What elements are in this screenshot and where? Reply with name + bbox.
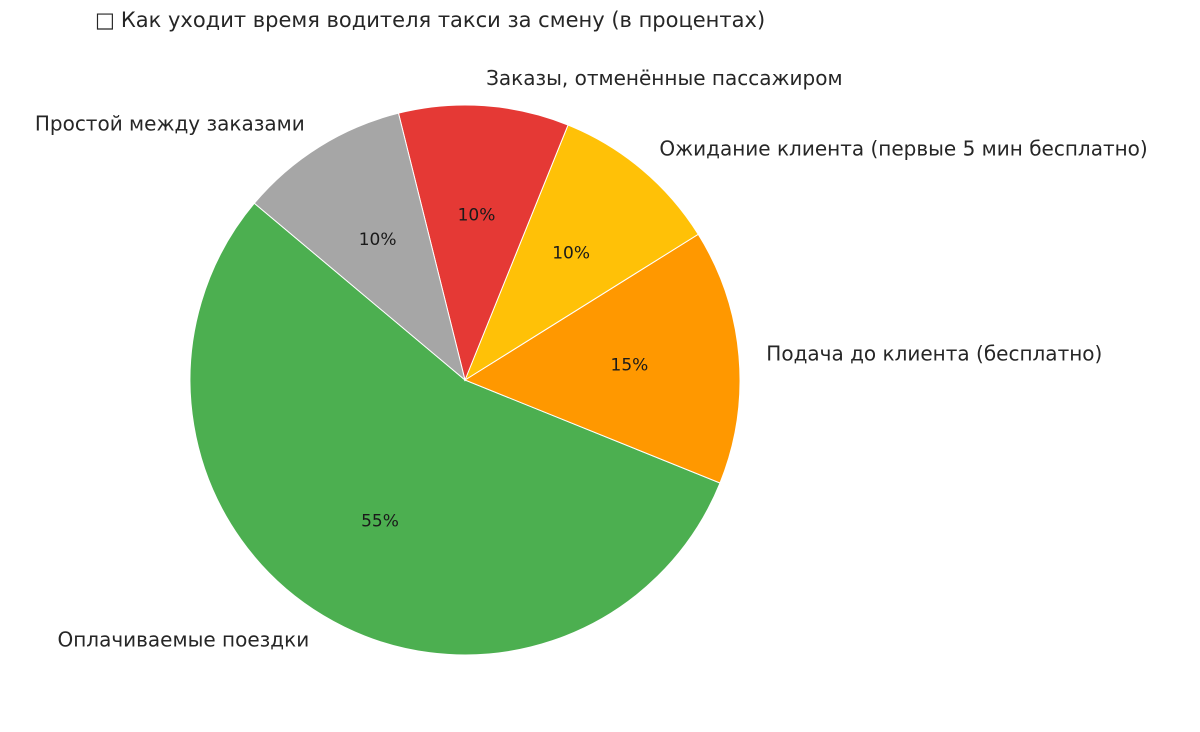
slice-label-3: Заказы, отменённые пассажиром: [486, 66, 842, 90]
pie-slice-3: [397, 104, 569, 382]
slice-pct-1: 15%: [611, 356, 649, 376]
slice-pct-4: 10%: [359, 230, 397, 250]
slice-pct-0: 55%: [361, 511, 399, 531]
pie-slice-4: [253, 112, 466, 382]
missing-emoji-placeholder-icon: □: [95, 8, 115, 32]
slice-pct-2: 10%: [552, 244, 590, 264]
slice-pct-3: 10%: [458, 205, 496, 225]
slice-label-0: Оплачиваемые поездки: [57, 627, 309, 651]
slice-label-4: Простой между заказами: [35, 112, 305, 136]
pie-slice-2: [463, 124, 699, 382]
slice-label-1: Подача до клиента (бесплатно): [766, 342, 1102, 366]
chart-title-text: Как уходит время водителя такси за смену…: [120, 8, 766, 32]
pie-slice-0: [189, 202, 721, 656]
slice-label-2: Ожидание клиента (первые 5 мин бесплатно…: [659, 136, 1147, 160]
pie-slice-1: [463, 233, 741, 484]
chart-title: □ Как уходит время водителя такси за смен…: [95, 8, 765, 32]
